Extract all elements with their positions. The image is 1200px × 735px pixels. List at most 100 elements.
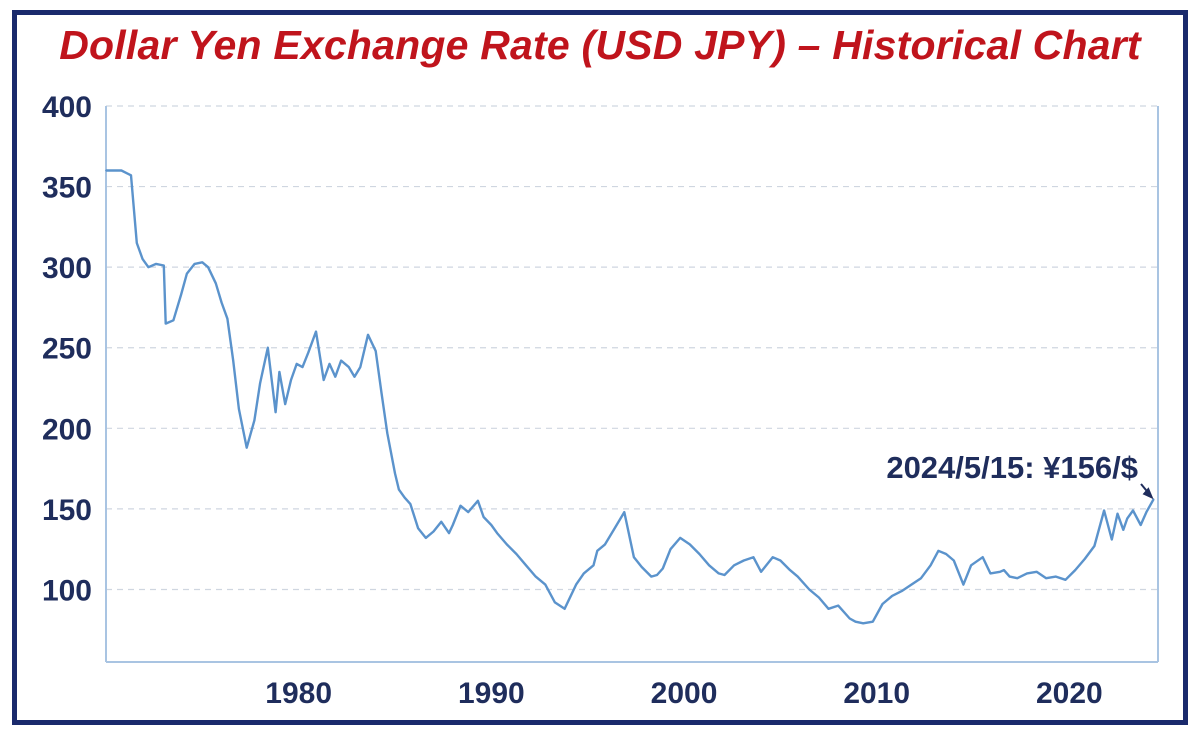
data-point <box>779 559 782 562</box>
data-point <box>679 537 681 539</box>
data-point <box>1145 511 1148 513</box>
data-point <box>164 322 167 325</box>
data-point <box>723 574 726 576</box>
data-point <box>220 301 223 304</box>
data-point <box>999 570 1001 573</box>
data-point <box>374 350 377 352</box>
data-point <box>881 603 884 605</box>
data-point <box>534 575 537 578</box>
data-point <box>1055 575 1057 578</box>
data-point <box>380 392 383 394</box>
data-point <box>1139 524 1142 526</box>
data-point <box>970 564 972 567</box>
annotation-group: 2024/5/15: ¥156/$ <box>886 450 1154 500</box>
data-point <box>120 169 123 172</box>
data-point <box>359 366 362 368</box>
x-tick-label: 1990 <box>458 677 525 710</box>
data-point <box>207 266 209 268</box>
data-point <box>872 620 874 623</box>
y-tick-label: 150 <box>42 494 92 527</box>
data-point <box>147 266 150 268</box>
data-point <box>981 556 984 559</box>
data-point <box>1122 529 1125 531</box>
data-point <box>669 548 672 550</box>
data-point <box>130 174 132 177</box>
data-point <box>201 261 204 264</box>
data-point <box>1083 558 1086 560</box>
data-point <box>848 617 851 620</box>
data-point <box>525 564 527 567</box>
data-point <box>760 570 762 573</box>
data-point <box>353 375 356 378</box>
data-point <box>186 272 188 275</box>
data-point <box>544 583 547 586</box>
data-point <box>238 408 240 410</box>
data-point <box>105 169 107 172</box>
data-point <box>409 503 412 505</box>
data-point <box>403 496 406 499</box>
data-point <box>1026 572 1028 575</box>
data-point <box>862 622 865 625</box>
data-point <box>1103 509 1105 512</box>
data-point <box>322 379 325 381</box>
grid-lines <box>106 105 1158 591</box>
data-point <box>141 258 144 260</box>
data-point <box>900 590 903 592</box>
data-point <box>910 583 913 586</box>
data-point <box>394 472 396 475</box>
data-point <box>1093 545 1096 547</box>
data-point <box>1035 570 1038 573</box>
data-point <box>837 604 839 607</box>
data-point <box>613 527 616 530</box>
data-point <box>575 583 577 586</box>
data-point <box>398 488 400 491</box>
y-tick-label: 350 <box>42 172 92 205</box>
data-point <box>307 351 310 354</box>
data-point <box>452 524 454 526</box>
data-point <box>328 363 331 365</box>
y-tick-label: 400 <box>42 91 92 124</box>
chart-frame <box>12 10 1188 725</box>
data-point <box>340 359 342 362</box>
data-point <box>172 319 175 322</box>
data-point <box>789 569 791 571</box>
data-point <box>515 553 518 555</box>
data-point <box>771 556 774 559</box>
data-point <box>459 504 462 507</box>
data-point <box>425 537 427 539</box>
data-point <box>232 359 234 362</box>
y-axis-ticks: 100 150 200 250 300 350 400 <box>42 91 92 607</box>
data-point <box>733 564 735 567</box>
data-point <box>386 432 389 434</box>
data-point <box>563 608 566 610</box>
x-axis-ticks: 1980 1990 2000 2010 2020 <box>265 677 1102 710</box>
y-tick-label: 200 <box>42 413 92 446</box>
data-point <box>163 264 165 267</box>
data-point <box>367 334 369 336</box>
data-point <box>1132 509 1134 512</box>
chart-title: Dollar Yen Exchange Rate (USD JPY) – His… <box>59 22 1141 68</box>
data-point <box>640 566 643 568</box>
data-point <box>440 520 443 523</box>
annotation-label: 2024/5/15: ¥156/$ <box>886 450 1138 485</box>
data-point <box>253 419 256 422</box>
data-point <box>1064 579 1067 581</box>
data-point <box>347 366 350 368</box>
data-point <box>827 608 830 610</box>
data-point <box>633 556 635 559</box>
data-point <box>136 242 138 244</box>
data-point <box>417 527 419 530</box>
data-point <box>274 411 277 414</box>
data-point <box>583 572 585 575</box>
y-tick-label: 250 <box>42 333 92 366</box>
data-point <box>245 446 248 449</box>
series-line-0 <box>106 169 1155 625</box>
data-point <box>432 530 435 533</box>
data-point <box>596 550 599 552</box>
data-point <box>952 559 955 562</box>
data-point <box>1110 538 1113 541</box>
data-point <box>650 575 653 578</box>
data-point <box>467 511 470 513</box>
data-point <box>920 577 922 579</box>
data-point <box>477 500 479 502</box>
